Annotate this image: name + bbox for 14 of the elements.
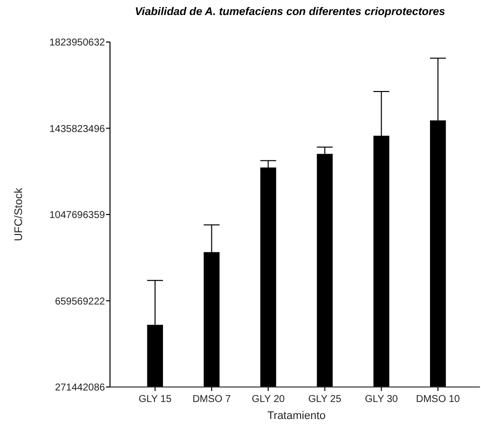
x-tick-label: GLY 30 [364,394,398,405]
y-tick-label: 1047696359 [49,210,106,221]
x-axis-title: Tratamiento [267,410,326,422]
y-tick-label: 271442086 [54,382,106,394]
chart-title: Viabilidad de A. tumefaciens con diferentes crioprotectores [134,6,446,18]
x-tick-label: GLY 15 [138,394,172,405]
x-tick-label: GLY 20 [252,394,286,405]
x-tick-label: GLY 25 [308,394,342,405]
x-tick-label: DMSO 10 [416,394,460,405]
y-tick-label: 659569222 [54,296,106,308]
y-tick-label: 1435823496 [49,124,106,135]
x-tick-label: DMSO 7 [192,394,232,405]
y-axis-title: UFC/Stock [13,187,25,242]
y-tick-label: 1823950632 [49,38,106,48]
